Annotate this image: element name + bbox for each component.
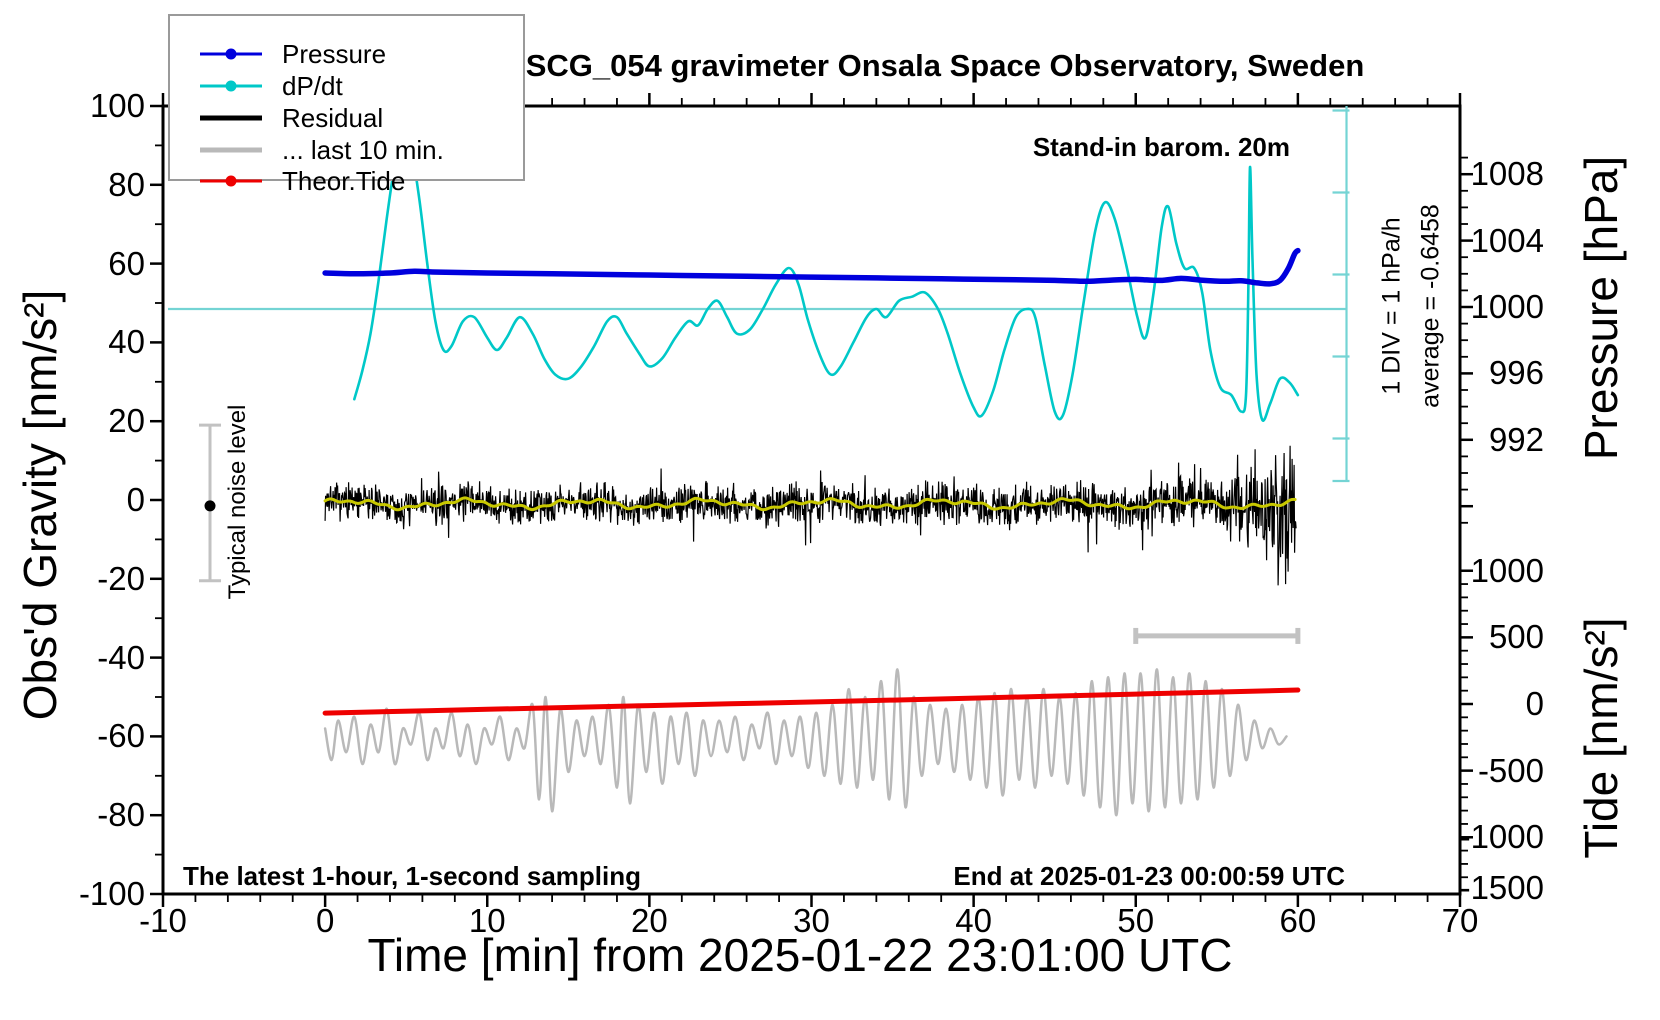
y-tick-label-gravity: -100 — [78, 875, 145, 912]
legend-item-residual: Residual — [200, 103, 383, 133]
y-tick-label-tide: 500 — [1488, 618, 1544, 656]
y-tick-label-gravity: 100 — [89, 87, 145, 124]
x-tick-label: -10 — [139, 902, 187, 939]
y-tick-label-tide: 1000 — [1470, 551, 1544, 589]
legend-item-last10: ... last 10 min. — [200, 135, 444, 165]
y-tick-label-tide: -500 — [1477, 751, 1544, 789]
legend-label: Pressure — [282, 39, 387, 69]
legend-item-pressure: Pressure — [200, 39, 386, 69]
legend-label: Theor.Tide — [282, 166, 406, 196]
y-tick-label-pressure: 1008 — [1470, 155, 1544, 193]
legend-item-theortide: Theor.Tide — [200, 166, 405, 196]
last10-line-icon — [200, 135, 262, 165]
x-tick-label: 30 — [793, 902, 830, 939]
y-tick-label-gravity: 60 — [108, 244, 145, 282]
y-tick-label-gravity: 20 — [108, 402, 145, 440]
y-tick-label-tide: -1500 — [1459, 869, 1544, 906]
y-tick-label-gravity: -40 — [97, 638, 145, 676]
y-tick-label-gravity: 80 — [108, 165, 145, 203]
legend-label: Residual — [282, 103, 384, 133]
legend-item-dpdt: dP/dt — [200, 71, 343, 101]
dpdt-line-icon — [200, 71, 262, 101]
x-tick-label: 60 — [1279, 902, 1317, 939]
x-tick-label: 10 — [468, 902, 506, 939]
chart-title: SCG_054 gravimeter Onsala Space Observat… — [525, 48, 1365, 83]
x-tick-label: 40 — [955, 902, 992, 939]
typical-noise-label: Typical noise level — [224, 404, 251, 600]
legend: Pressure dP/dt Residual ... last 10 min.… — [168, 14, 525, 194]
y-tick-label-pressure: 996 — [1488, 354, 1544, 392]
legend-label: dP/dt — [282, 71, 343, 101]
pressure-line-icon — [200, 39, 262, 69]
standin-barometer-note: Stand-in barom. 20m — [1032, 132, 1290, 162]
y-tick-label-gravity: 0 — [126, 481, 145, 518]
x-tick-label: 0 — [315, 902, 335, 939]
div-scale-note: 1 DIV = 1 hPa/h — [1377, 217, 1406, 395]
x-axis-title: Time [min] from 2025-01-22 23:01:00 UTC — [367, 929, 1233, 981]
legend-label: ... last 10 min. — [282, 135, 444, 165]
y-tick-label-pressure: 1004 — [1470, 221, 1544, 259]
x-tick-label: 70 — [1441, 902, 1479, 939]
y-tick-label-gravity: 40 — [108, 323, 145, 361]
y-tick-label-gravity: -20 — [97, 559, 145, 597]
x-tick-label: 50 — [1117, 902, 1155, 939]
y-tick-label-pressure: 1000 — [1470, 288, 1544, 325]
y-tick-label-gravity: -80 — [97, 796, 145, 834]
residual-line-icon — [200, 103, 262, 133]
y-tick-label-tide: -1000 — [1459, 818, 1544, 856]
y-tick-label-tide: 0 — [1525, 685, 1544, 722]
y-tick-label-gravity: -60 — [97, 717, 145, 755]
tide-axis-title: Tide [nm/s²] — [1575, 617, 1627, 859]
end-time-note: End at 2025-01-23 00:00:59 UTC — [953, 861, 1345, 891]
y-tick-label-pressure: 992 — [1488, 420, 1544, 458]
pressure-axis-title: Pressure [hPa] — [1575, 155, 1627, 461]
sampling-note: The latest 1-hour, 1-second sampling — [183, 861, 641, 891]
theortide-line-icon — [200, 166, 262, 196]
x-tick-label: 20 — [631, 902, 668, 939]
